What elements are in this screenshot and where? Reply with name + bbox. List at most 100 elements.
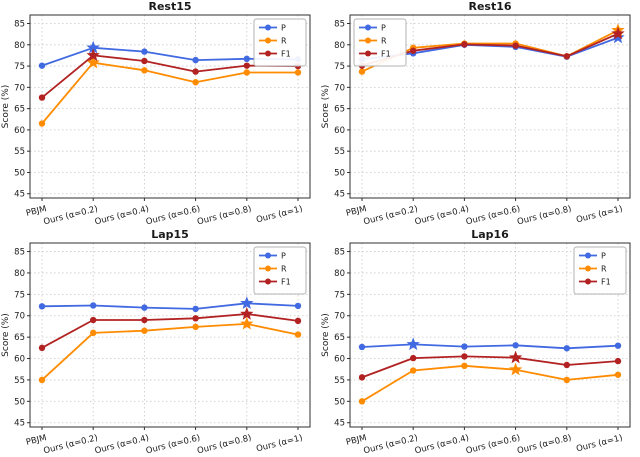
y-axis-label: Score (%) <box>1 313 11 357</box>
y-tick-label: 85 <box>14 248 25 258</box>
y-tick-label: 60 <box>14 355 25 365</box>
y-axis-label: Score (%) <box>321 85 331 129</box>
y-tick-label: 45 <box>334 190 345 200</box>
legend-label-P: P <box>281 252 286 261</box>
series-F1-star-marker <box>240 307 254 320</box>
series-R-marker <box>141 67 148 74</box>
y-tick-label: 75 <box>334 290 345 300</box>
series-R-marker <box>90 329 97 337</box>
series-R-marker <box>461 362 468 370</box>
series-F1-marker <box>410 354 417 362</box>
series-R-star-marker <box>86 55 100 69</box>
series-P-marker <box>243 55 250 63</box>
series-P-marker <box>461 343 468 350</box>
y-tick-label: 45 <box>334 419 345 429</box>
plot-border <box>349 14 631 199</box>
series-R-marker <box>192 79 199 86</box>
plot-border <box>349 242 631 428</box>
legend-marker-F1 <box>265 278 271 285</box>
series-F1-line <box>361 355 619 379</box>
series-P-marker <box>192 305 199 313</box>
series-P-marker <box>294 302 302 310</box>
series-P-line <box>41 302 299 310</box>
series-F1-marker <box>410 47 417 54</box>
y-tick-label: 80 <box>14 269 25 279</box>
y-axis-label: Score (%) <box>321 313 331 357</box>
legend-marker-P <box>365 24 371 31</box>
series-P-marker <box>512 342 519 349</box>
series-P-star-marker <box>86 40 100 54</box>
legend-marker-P <box>585 252 591 259</box>
subplot-rest16: 45 50 55 60 65 70 75 80 85 PBJM Ours (α=0.2) Ours (… <box>320 0 640 228</box>
y-tick-label: 50 <box>14 397 25 407</box>
series-F1-marker <box>461 353 468 360</box>
y-tick-label: 65 <box>334 105 345 115</box>
y-tick-label: 70 <box>14 83 25 93</box>
legend-label-P: P <box>601 252 606 261</box>
series-R-line <box>361 364 619 403</box>
y-tick-label: 70 <box>334 312 345 322</box>
series-F1-marker <box>192 68 199 75</box>
y-tick-label: 75 <box>334 62 345 72</box>
legend-marker-R <box>585 265 591 272</box>
legend <box>253 246 307 295</box>
legend-marker-R <box>365 37 371 44</box>
y-tick-label: 45 <box>14 190 25 200</box>
y-tick-label: 60 <box>334 355 345 365</box>
series-R-marker <box>410 367 417 374</box>
series-F1-marker <box>563 361 570 369</box>
legend-label-R: R <box>601 265 607 274</box>
legend <box>253 18 307 67</box>
series-F1-marker <box>192 315 199 322</box>
y-tick-label: 70 <box>334 83 345 93</box>
chart-title: Lap16 <box>471 228 509 241</box>
series-F1-star-marker <box>508 350 523 364</box>
series-P-star-marker <box>406 337 420 351</box>
series-R-star-marker <box>240 316 254 330</box>
legend <box>353 18 407 67</box>
series-R-line <box>41 323 299 381</box>
y-tick-label: 55 <box>334 376 345 386</box>
series-R-marker <box>243 69 250 76</box>
x-tick-label: PBJM <box>25 433 48 448</box>
y-tick-label: 60 <box>334 126 345 136</box>
subplot-lap16: 45 50 55 60 65 70 75 80 85 PBJM Ours (α=0.2) Ours (… <box>320 228 640 457</box>
chart-title: Rest15 <box>148 0 191 13</box>
series-R-line <box>41 61 299 125</box>
legend-label-R: R <box>281 37 287 46</box>
series-R-marker <box>38 120 46 127</box>
legend-label-F1: F1 <box>601 278 611 287</box>
series-R-marker <box>358 398 366 405</box>
series-R-marker <box>614 371 622 378</box>
legend-marker-P <box>265 24 271 31</box>
legend-label-F1: F1 <box>381 50 391 59</box>
series-R-marker <box>141 327 148 334</box>
legend-marker-P <box>265 252 271 259</box>
y-tick-label: 55 <box>14 147 25 157</box>
y-axis-label: Score (%) <box>1 85 11 129</box>
series-P-line <box>361 343 619 350</box>
y-tick-label: 55 <box>14 376 25 386</box>
y-tick-label: 55 <box>334 147 345 157</box>
series-R-marker <box>563 376 570 384</box>
series-R-marker <box>38 376 46 384</box>
y-tick-label: 80 <box>334 269 345 279</box>
y-tick-label: 70 <box>14 312 25 322</box>
series-R-marker <box>358 68 366 75</box>
legend-marker-F1 <box>265 50 271 57</box>
chart-title: Lap15 <box>151 228 189 241</box>
series-P-star-marker <box>240 296 254 309</box>
series-F1-marker <box>614 357 622 365</box>
y-tick-label: 85 <box>334 20 345 30</box>
series-R-marker <box>192 323 199 331</box>
series-F1-marker <box>358 374 366 381</box>
series-F1-marker <box>141 316 148 324</box>
legend-label-P: P <box>281 24 286 33</box>
plot-border <box>29 242 311 428</box>
series-P-marker <box>141 48 148 55</box>
y-tick-label: 80 <box>334 41 345 51</box>
series-F1-marker <box>90 316 97 324</box>
y-tick-label: 80 <box>14 41 25 51</box>
